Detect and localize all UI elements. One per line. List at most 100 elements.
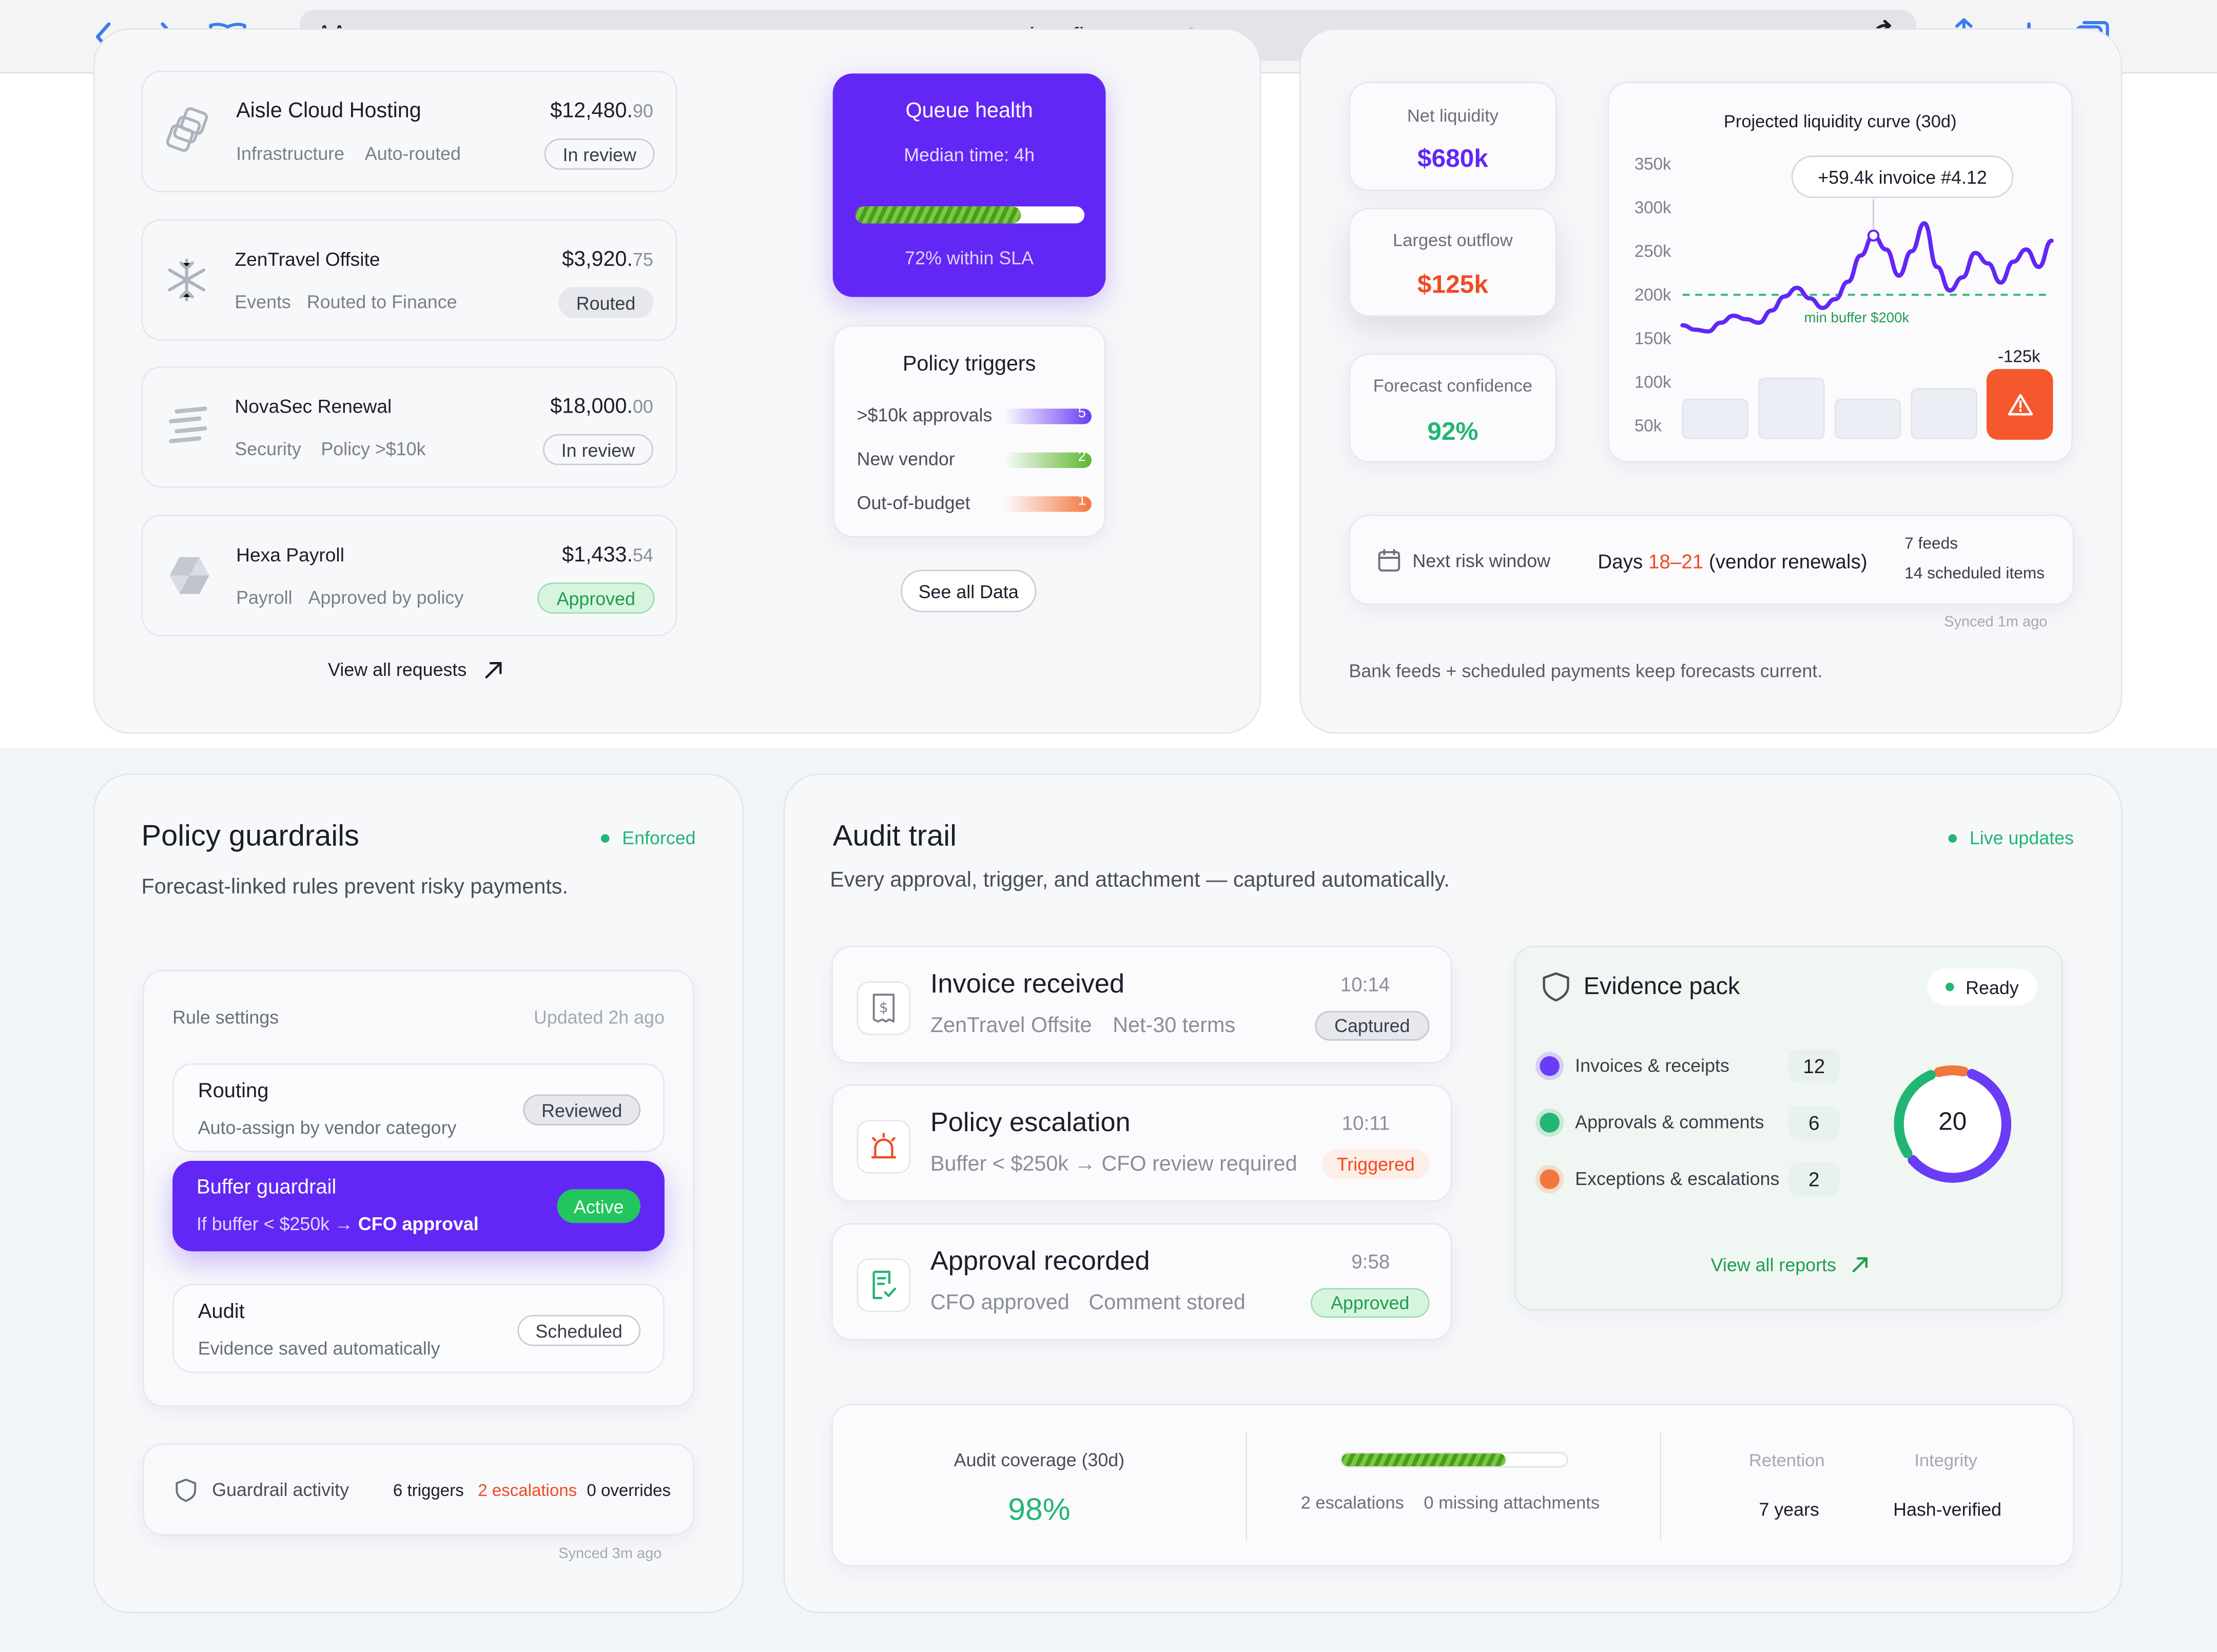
shield-icon bbox=[174, 1478, 198, 1503]
evidence-item-label: Approvals & comments bbox=[1575, 1111, 1764, 1133]
event-time: 10:11 bbox=[1341, 1111, 1390, 1134]
queue-health-card[interactable]: Queue health Median time: 4h 72% within … bbox=[832, 73, 1106, 297]
rule-desc-prefix: If buffer < $250k → bbox=[196, 1213, 358, 1235]
event-time: 9:58 bbox=[1351, 1250, 1390, 1273]
scheduled-items-count: 14 scheduled items bbox=[1904, 566, 2045, 583]
evidence-item-count: 12 bbox=[1788, 1049, 1840, 1083]
risk-window-card: Next risk window Days 18–21 (vendor rene… bbox=[1349, 514, 2074, 606]
policy-trigger-label: Out-of-budget bbox=[857, 492, 970, 514]
rule-desc-strong: CFO approval bbox=[358, 1213, 479, 1235]
event-detail-secondary: Comment stored bbox=[1088, 1291, 1246, 1315]
audit-event[interactable]: Policy escalation 10:11 Buffer < $250k →… bbox=[831, 1084, 1452, 1202]
amount: $3,920.75 bbox=[562, 247, 653, 271]
request-category: Security bbox=[235, 438, 301, 460]
warning-triangle-icon bbox=[2007, 394, 2032, 416]
amount-cents: 00 bbox=[632, 396, 653, 417]
stacked-squares-logo-icon bbox=[165, 106, 213, 154]
guardrail-activity-card: Guardrail activity 6 triggers 2 escalati… bbox=[143, 1443, 694, 1536]
view-all-reports-label: View all reports bbox=[1710, 1254, 1836, 1276]
coverage-escalations: 2 escalations bbox=[1300, 1493, 1404, 1513]
event-detail: ZenTravel Offsite bbox=[930, 1014, 1092, 1038]
risk-synced-label: Synced 1m ago bbox=[1944, 613, 2048, 631]
hexagon-logo-icon bbox=[165, 553, 213, 598]
policy-triggers-card: Policy triggers >$10k approvals 5 New vend… bbox=[832, 325, 1106, 537]
audit-title: Audit trail bbox=[832, 820, 957, 853]
rule-title: Audit bbox=[198, 1300, 245, 1324]
coverage-missing: 0 missing attachments bbox=[1424, 1493, 1600, 1513]
policy-triggers-title: Policy triggers bbox=[902, 352, 1036, 376]
y-tick-label: 350k bbox=[1635, 155, 1671, 174]
event-title: Approval recorded bbox=[930, 1247, 1150, 1277]
request-category: Events bbox=[235, 291, 291, 313]
rule-buffer-guardrail[interactable]: Buffer guardrail If buffer < $250k → CFO… bbox=[172, 1160, 665, 1252]
amount: $1,433.54 bbox=[562, 543, 653, 567]
shield-outline-icon bbox=[1541, 971, 1571, 1003]
policy-trigger-count: 5 bbox=[1078, 405, 1086, 422]
bank-feeds-note: Bank feeds + scheduled payments keep for… bbox=[1349, 660, 1823, 682]
amount-main: $12,480. bbox=[550, 99, 633, 123]
policy-trigger-row[interactable]: New vendor 2 bbox=[857, 447, 1092, 473]
status-badge: Routed bbox=[558, 287, 653, 318]
rule-audit[interactable]: Audit Evidence saved automatically Sched… bbox=[172, 1284, 665, 1373]
invoice-callout: +59.4k invoice #4.12 bbox=[1791, 156, 2014, 198]
view-all-requests-link[interactable]: View all requests bbox=[328, 659, 503, 680]
evidence-pack-card: Evidence pack Ready Invoices & receipts 1… bbox=[1514, 946, 2063, 1311]
liquidity-chart-card: Projected liquidity curve (30d) 350k 300k… bbox=[1607, 82, 2073, 462]
rule-badge: Active bbox=[557, 1189, 641, 1223]
request-card[interactable]: ZenTravel Offsite $3,920.75 Events Route… bbox=[141, 219, 677, 341]
request-category: Payroll bbox=[236, 587, 293, 608]
policy-trigger-row[interactable]: >$10k approvals 5 bbox=[857, 403, 1092, 429]
arrow-up-right-icon bbox=[1852, 1257, 1867, 1273]
status-dot-icon bbox=[1946, 982, 1955, 992]
audit-coverage-label: Audit coverage (30d) bbox=[954, 1449, 1125, 1471]
event-detail: Buffer < $250k → CFO review required bbox=[930, 1152, 1297, 1177]
y-tick-label: 50k bbox=[1635, 416, 1662, 435]
forecast-confidence-value: 92% bbox=[1427, 417, 1479, 445]
status-badge: In review bbox=[544, 139, 655, 170]
audit-event[interactable]: $ Invoice received 10:14 ZenTravel Offsi… bbox=[831, 946, 1452, 1063]
vendor-name: Hexa Payroll bbox=[236, 544, 344, 566]
event-time: 10:14 bbox=[1340, 973, 1390, 996]
request-route: Auto-routed bbox=[364, 143, 461, 164]
audit-event[interactable]: Approval recorded 9:58 CFO approved Comm… bbox=[831, 1223, 1452, 1340]
event-detail-secondary: Net-30 terms bbox=[1113, 1014, 1236, 1038]
coverage-progress-fill bbox=[1341, 1453, 1506, 1467]
vendor-name: NovaSec Renewal bbox=[235, 396, 392, 417]
retention-label: Retention bbox=[1749, 1450, 1825, 1471]
overrides-count: 0 overrides bbox=[587, 1480, 671, 1501]
guardrail-activity-label: Guardrail activity bbox=[212, 1479, 349, 1501]
sla-label: 72% within SLA bbox=[905, 247, 1034, 269]
audit-subtitle: Every approval, trigger, and attachment … bbox=[830, 868, 1450, 892]
integrity-label: Integrity bbox=[1914, 1450, 1977, 1471]
svg-text:$: $ bbox=[879, 1000, 888, 1016]
request-route: Routed to Finance bbox=[306, 291, 457, 313]
outflow-warning-bar bbox=[1986, 369, 2053, 440]
view-all-reports-link[interactable]: View all reports bbox=[1711, 1254, 1869, 1275]
status-badge: In review bbox=[542, 434, 653, 465]
policy-trigger-bar bbox=[1004, 452, 1092, 468]
event-title: Policy escalation bbox=[930, 1109, 1131, 1138]
see-all-data-button[interactable]: See all Data bbox=[900, 570, 1037, 612]
amount-main: $3,920. bbox=[562, 247, 633, 271]
largest-outflow-label: Largest outflow bbox=[1393, 230, 1513, 250]
policy-trigger-bar bbox=[1004, 496, 1092, 512]
rule-description: Auto-assign by vendor category bbox=[198, 1117, 457, 1138]
request-card[interactable]: Aisle Cloud Hosting $12,480.90 Infrastru… bbox=[141, 70, 677, 192]
forecast-bar bbox=[1682, 398, 1748, 439]
amount: $18,000.00 bbox=[550, 395, 653, 419]
request-card[interactable]: Hexa Payroll $1,433.54 Payroll Approved … bbox=[141, 514, 677, 636]
vendor-name: ZenTravel Offsite bbox=[235, 248, 380, 270]
receipt-dollar-icon: $ bbox=[857, 981, 911, 1035]
amount-cents: 90 bbox=[632, 100, 653, 122]
alarm-siren-icon bbox=[857, 1120, 911, 1174]
request-card[interactable]: NovaSec Renewal $18,000.00 Security Poli… bbox=[141, 366, 677, 488]
audit-coverage-value: 98% bbox=[1008, 1491, 1071, 1527]
arrow-up-right-icon bbox=[485, 661, 502, 678]
rule-routing[interactable]: Routing Auto-assign by vendor category R… bbox=[172, 1063, 665, 1153]
legend-dot-icon bbox=[1540, 1113, 1560, 1133]
policy-trigger-row[interactable]: Out-of-budget 1 bbox=[857, 491, 1092, 516]
rule-badge: Scheduled bbox=[517, 1315, 641, 1346]
y-tick-label: 100k bbox=[1635, 373, 1671, 392]
evidence-item: Approvals & comments 6 bbox=[1540, 1105, 1851, 1140]
